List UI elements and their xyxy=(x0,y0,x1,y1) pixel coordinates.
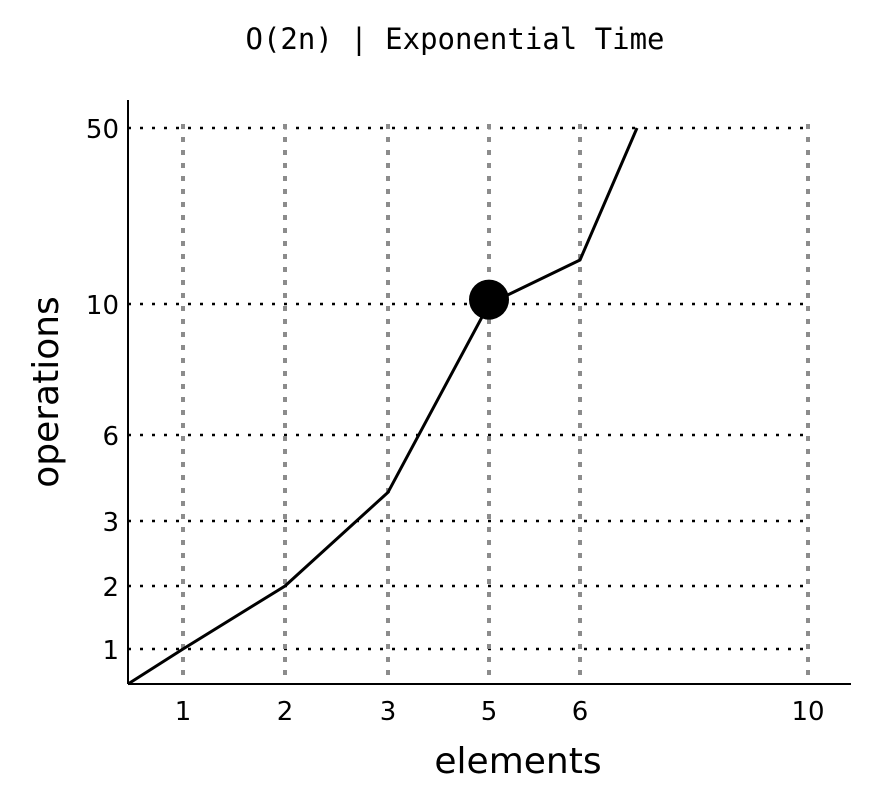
y-axis-label: operations xyxy=(26,296,67,488)
y-tick-label: 10 xyxy=(86,291,119,321)
series xyxy=(127,127,639,686)
x-tick-label: 6 xyxy=(572,697,589,727)
y-tick-label: 1 xyxy=(102,636,119,666)
y-tick-label: 50 xyxy=(86,115,119,145)
data-point xyxy=(469,279,509,320)
x-tick-label: 5 xyxy=(481,697,498,727)
axes xyxy=(127,100,851,685)
tick-labels: 1 2 3 5 6 10 1 2 3 6 10 50 xyxy=(86,115,825,727)
x-tick-label: 3 xyxy=(380,697,397,727)
x-tick-label: 10 xyxy=(791,697,824,727)
y-tick-label: 2 xyxy=(102,573,119,603)
x-tick-label: 2 xyxy=(277,697,294,727)
series-line xyxy=(127,127,639,686)
x-axis-label: elements xyxy=(434,741,601,782)
x-tick-label: 1 xyxy=(175,697,192,727)
chart-title: O(2n) | Exponential Time xyxy=(245,22,664,56)
grid xyxy=(128,124,810,684)
y-tick-label: 3 xyxy=(102,508,119,538)
y-tick-label: 6 xyxy=(102,422,119,452)
